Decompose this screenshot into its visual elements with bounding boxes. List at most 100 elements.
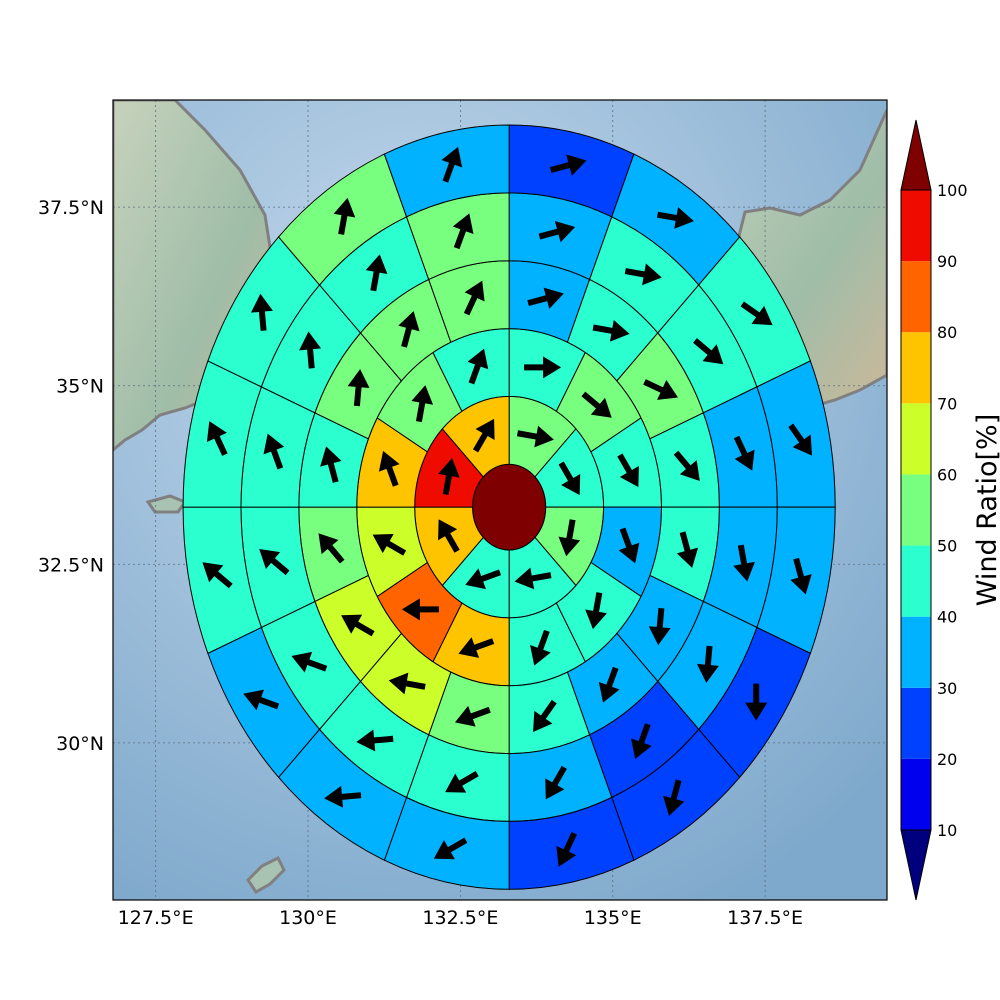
colorbar-max-extension [900, 119, 932, 191]
colorbar-tick-label: 10 [937, 821, 957, 840]
wind-direction-arrows [0, 0, 813, 867]
wind-arrow [0, 0, 11, 17]
colorbar-segment [901, 474, 931, 546]
wind-arrow [388, 672, 426, 695]
wind-arrow [0, 0, 11, 17]
wind-arrow [733, 544, 755, 582]
wind-arrow [318, 533, 345, 564]
map-frame [112, 99, 888, 901]
jeju-island [145, 494, 188, 514]
wind-arrow [656, 207, 694, 229]
latitude-tick-labels: 37.5°N 35°N 32.5°N 30°N [38, 197, 104, 755]
wind-arrow [527, 287, 564, 309]
wind-arrow [467, 348, 489, 385]
wind-arrow [0, 0, 11, 17]
wind-arrow [341, 614, 375, 637]
colorbar-tick-label: 60 [937, 465, 957, 484]
wind-arrow [333, 197, 356, 235]
colorbar-segment [901, 545, 931, 617]
wind-arrow [441, 146, 463, 183]
colorbar-segment [901, 687, 931, 759]
wind-arrow [0, 0, 11, 17]
wind-arrow [558, 519, 581, 557]
map-panel [0, 0, 887, 900]
wind-ratio-cells [182, 124, 836, 890]
wind-arrow [0, 0, 11, 17]
wind-arrow [365, 254, 388, 292]
wind-arrow [592, 319, 630, 342]
wind-arrow [320, 446, 342, 483]
wind-arrow [693, 338, 724, 365]
wind-arrow [458, 637, 495, 658]
wind-arrow [0, 0, 11, 17]
wind-arrow [438, 458, 460, 496]
wind-arrow [0, 0, 11, 17]
wind-arrow [452, 213, 474, 250]
wind-arrow [411, 385, 434, 423]
wind-arrow [648, 608, 671, 646]
wind-arrow [299, 331, 322, 369]
wind-arrow [356, 729, 394, 752]
wind-arrow [259, 548, 290, 576]
colorbar-segment [901, 403, 931, 475]
wind-arrow [533, 699, 557, 732]
wind-arrow [0, 0, 11, 17]
colorbar-outline [900, 189, 932, 831]
wind-arrow [745, 683, 768, 721]
wind-arrow [0, 0, 11, 17]
wind-arrow [549, 154, 587, 176]
colorbar-tick-label: 20 [937, 750, 957, 769]
wind-arrow [556, 831, 578, 867]
wind-arrow [324, 785, 362, 808]
wind-arrow [516, 425, 554, 448]
wind-arrow [398, 311, 420, 348]
wind-arrow [401, 598, 439, 621]
wind-arrow [243, 689, 280, 711]
wind-arrow [291, 651, 328, 673]
lat-tick-label: 32.5°N [38, 554, 104, 576]
wind-arrow [624, 263, 662, 286]
lon-tick-label: 137.5°E [727, 907, 803, 929]
wind-arrow [545, 765, 567, 800]
wind-arrow [250, 293, 273, 331]
colorbar-segment [901, 332, 931, 404]
wind-arrow [696, 645, 719, 683]
lat-tick-label: 30°N [56, 733, 104, 755]
lon-tick-label: 130°E [279, 907, 337, 929]
colorbar-segment [901, 758, 931, 830]
lon-tick-label: 127.5°E [118, 907, 194, 929]
wind-arrow [263, 433, 285, 470]
colorbar-segment [901, 190, 931, 262]
wind-arrow [438, 519, 460, 553]
lat-tick-label: 35°N [56, 376, 104, 398]
ryukyu-islands [246, 855, 286, 894]
wind-arrow [0, 0, 11, 17]
wind-arrow [347, 369, 370, 407]
wind-arrow [445, 771, 479, 793]
wind-arrow [740, 301, 773, 326]
wind-arrow [618, 527, 640, 564]
colorbar-tick-label: 70 [937, 394, 957, 413]
colorbar-tick-label: 50 [937, 537, 957, 556]
wind-arrow [0, 0, 11, 17]
wind-arrow [538, 221, 576, 243]
wind-arrow [202, 562, 233, 589]
lon-tick-label: 132.5°E [422, 907, 498, 929]
colorbar-tick-label: 80 [937, 323, 957, 342]
wind-arrow [788, 423, 813, 456]
wind-arrow [585, 592, 607, 630]
wind-arrow [581, 391, 612, 418]
wind-arrow [0, 0, 11, 17]
wind-arrow [617, 453, 639, 488]
wind-arrow [0, 0, 11, 17]
wind-arrow [465, 568, 502, 590]
wind-arrow [790, 557, 812, 595]
wind-arrow [643, 379, 679, 400]
wind-arrow [598, 666, 620, 703]
wind-arrow [472, 418, 495, 453]
longitude-tick-labels: 127.5°E 130°E 132.5°E 135°E 137.5°E [118, 907, 803, 929]
wind-arrow [0, 0, 11, 17]
wind-arrow [0, 0, 11, 17]
colorbar: 10 20 30 40 50 60 70 80 90 100 [900, 119, 968, 901]
colorbar-segment [901, 261, 931, 333]
